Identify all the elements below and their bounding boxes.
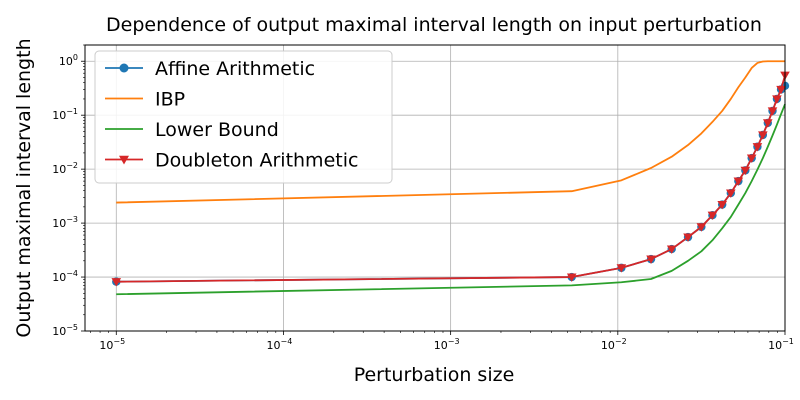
series-ibp	[116, 60, 785, 204]
legend-label: IBP	[155, 89, 185, 111]
chart-title: Dependence of output maximal interval le…	[106, 14, 762, 36]
legend-label: Lower Bound	[155, 119, 279, 141]
y-axis: 10−5 10−4 10−3 10−2 10−1 100	[52, 44, 85, 338]
series-lower-bound	[116, 103, 786, 296]
y-tick-label: 10−2	[52, 161, 78, 176]
data-point	[646, 255, 656, 264]
series-line-lower-bound	[116, 103, 786, 296]
data-point	[707, 211, 718, 221]
legend-item-lower-bound: Lower Bound	[105, 119, 279, 141]
data-point	[762, 119, 773, 128]
legend-label: Doubleton Arithmetic	[155, 150, 358, 172]
data-point	[776, 85, 786, 95]
x-tick-label: 10−3	[434, 337, 460, 352]
data-point	[752, 143, 763, 152]
data-point	[683, 233, 693, 242]
legend-item-ibp: IBP	[105, 89, 185, 111]
data-point	[746, 154, 757, 163]
legend-marker	[119, 155, 129, 165]
data-point	[666, 245, 677, 254]
legend-box	[94, 50, 393, 184]
data-point	[696, 223, 707, 232]
x-tick-label: 10−4	[267, 337, 293, 352]
x-axis: 10−5 10−4 10−3 10−2 10−1	[90, 331, 794, 352]
x-tick-label: 10−1	[768, 337, 794, 352]
data-point	[111, 278, 122, 287]
legend-item-doubleton-arithmetic: Doubleton Arithmetic	[105, 150, 358, 172]
plot-frame	[84, 44, 786, 332]
series-line-ibp	[116, 60, 785, 204]
legend-label: Affine Arithmetic	[155, 58, 315, 80]
legend-item-affine-arithmetic: Affine Arithmetic	[105, 58, 315, 80]
series-layer	[111, 60, 790, 296]
y-axis-label: Output maximal interval length	[13, 38, 35, 337]
x-tick-label: 10−2	[601, 337, 627, 352]
legend-marker	[119, 63, 129, 73]
y-tick-label: 10−4	[52, 269, 78, 284]
y-tick-label: 10−1	[52, 107, 78, 122]
data-point	[725, 189, 736, 198]
x-axis-label: Perturbation size	[354, 364, 515, 386]
legend: Affine Arithmetic IBP Lower Bound Doubleton…	[94, 50, 393, 184]
data-point	[566, 273, 577, 282]
x-tick-label: 10−5	[99, 337, 125, 352]
data-point	[767, 107, 778, 116]
y-tick-label: 10−3	[52, 215, 78, 230]
data-point	[740, 166, 751, 176]
y-tick-label: 10−5	[52, 323, 78, 338]
y-tick-label: 100	[59, 53, 78, 68]
data-point	[717, 201, 727, 210]
data-point	[733, 177, 744, 186]
data-point	[616, 264, 627, 273]
data-point	[772, 95, 782, 104]
series-doubleton-arithmetic	[111, 71, 790, 287]
data-point	[758, 131, 768, 140]
